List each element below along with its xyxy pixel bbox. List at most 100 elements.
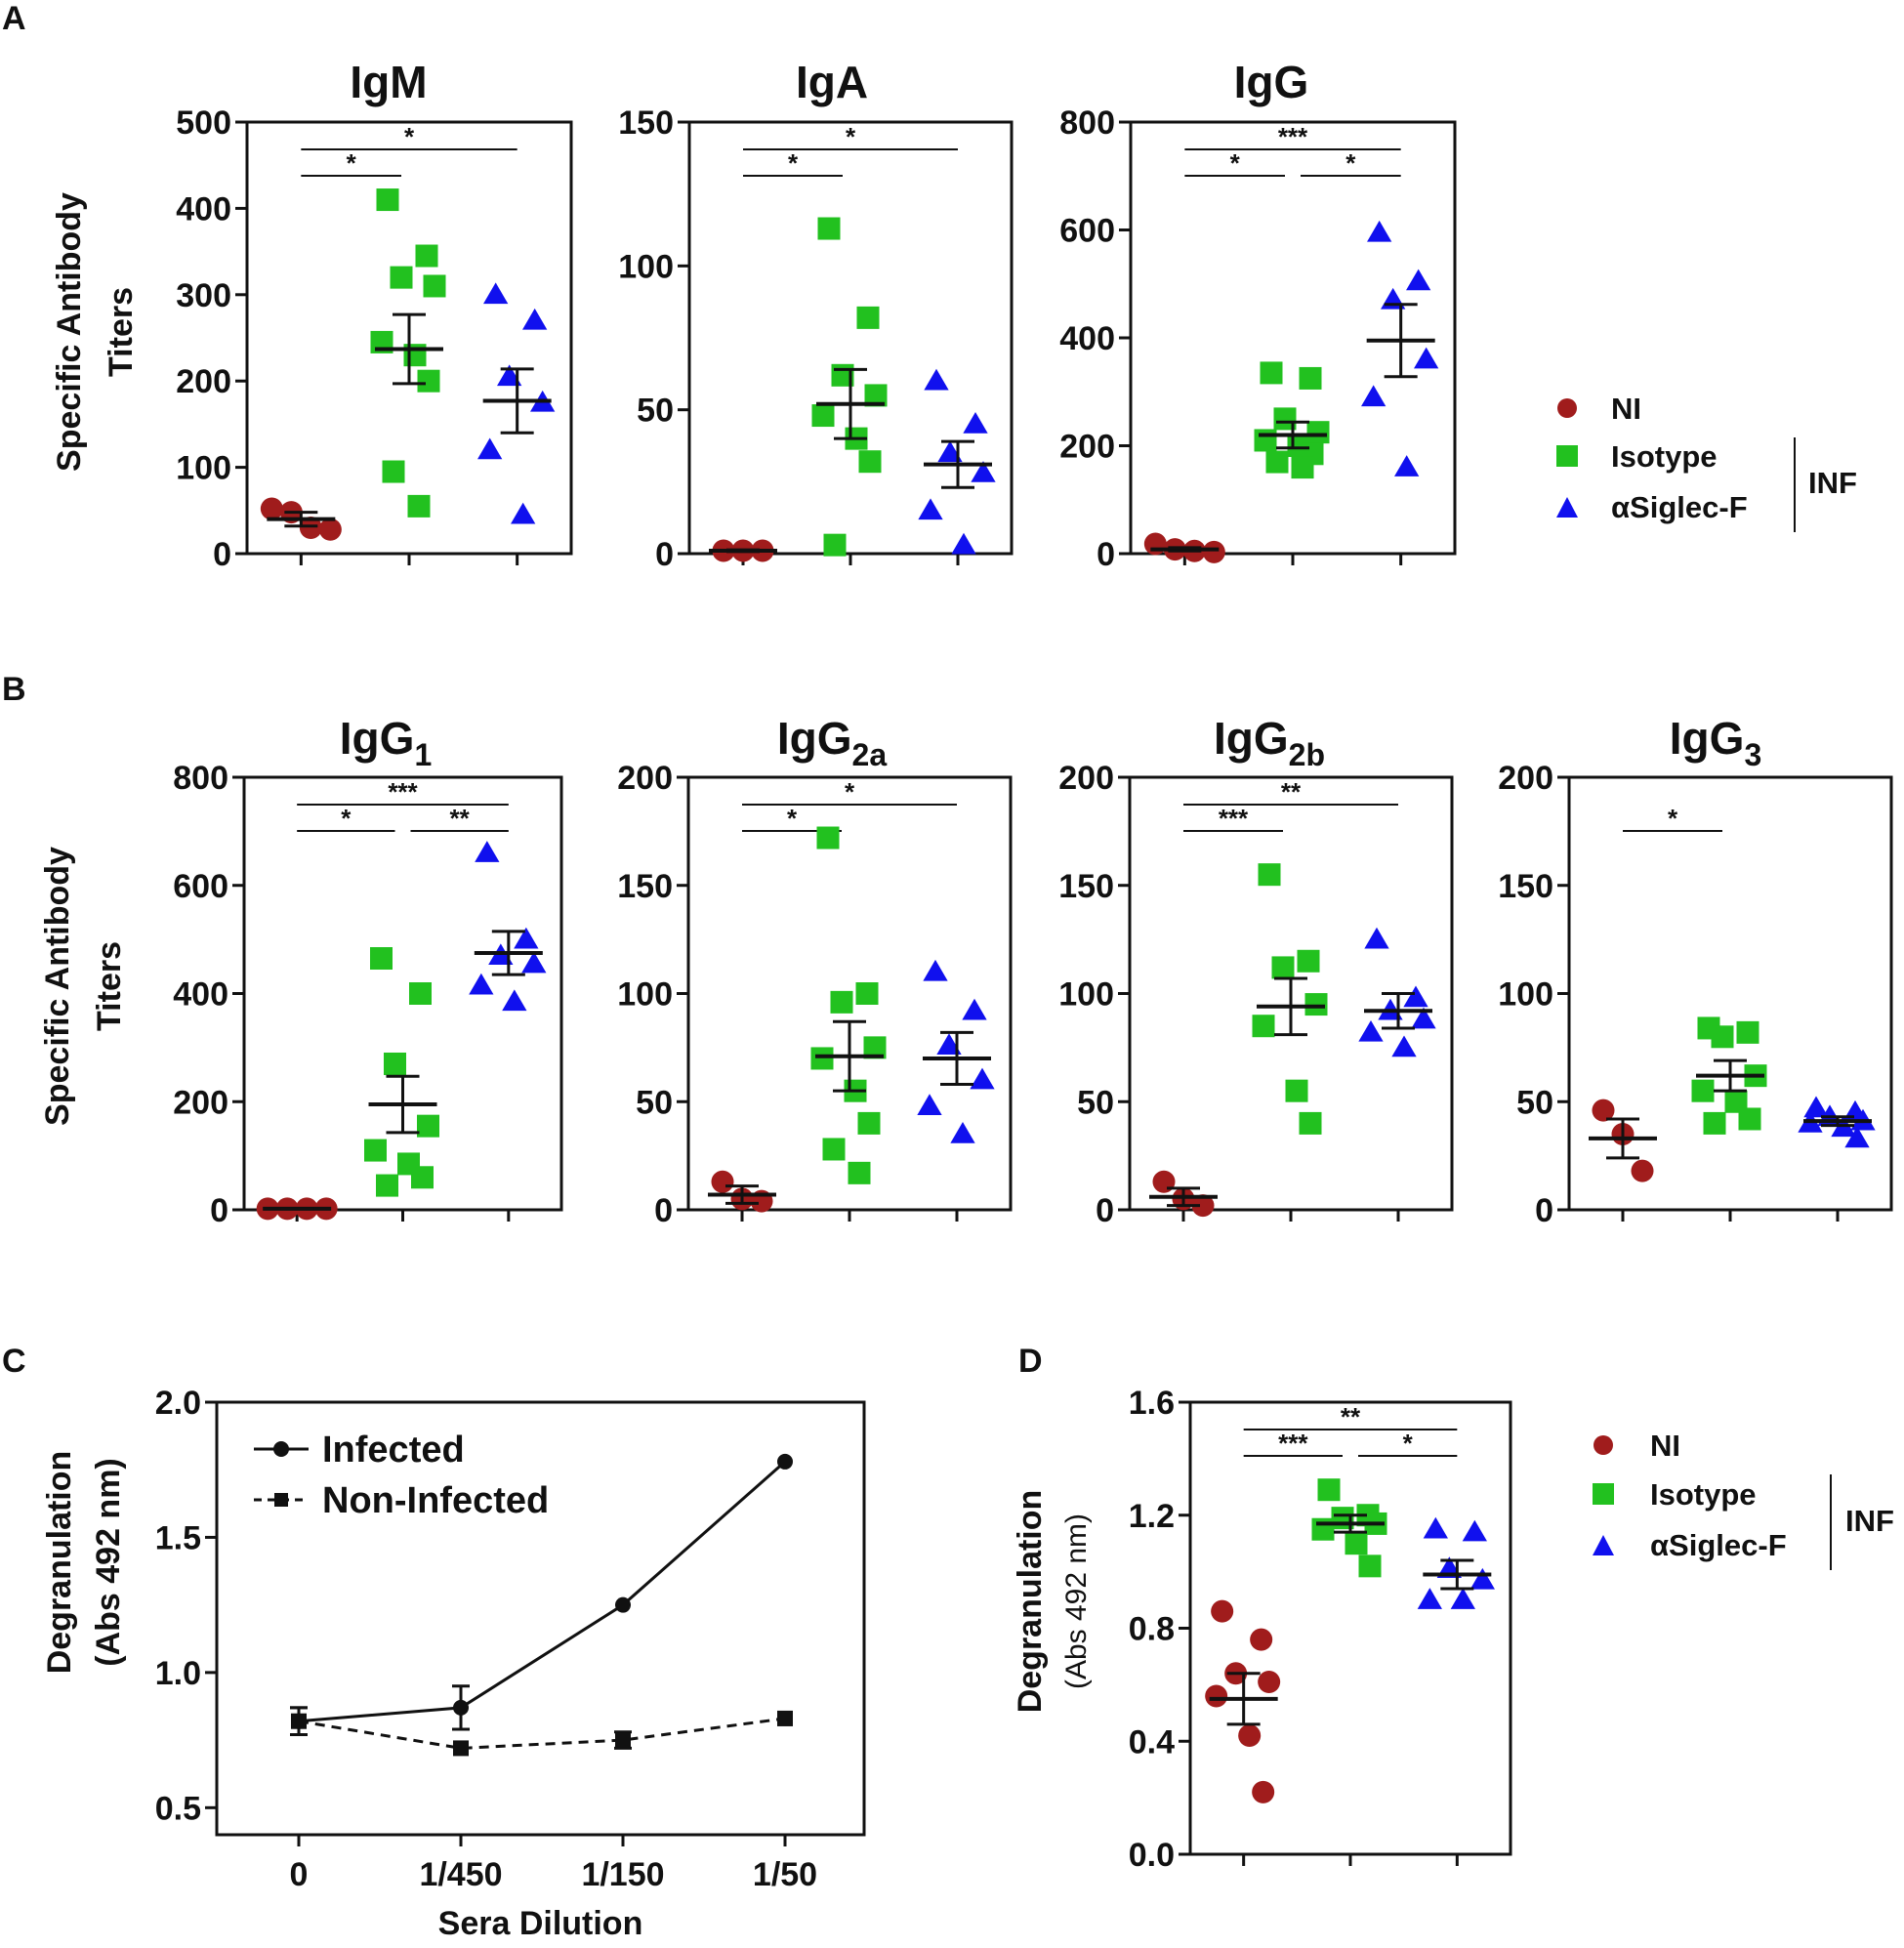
y-tick-label: 2.0 <box>155 1385 201 1422</box>
data-point <box>1258 1670 1281 1693</box>
data-point <box>962 998 987 1020</box>
data-point <box>1406 269 1431 291</box>
y-tick-label: 0.5 <box>155 1790 201 1827</box>
data-point <box>856 306 880 329</box>
group-isotype <box>364 947 439 1197</box>
data-point <box>299 516 322 539</box>
group-ni <box>708 1170 776 1213</box>
data-point <box>318 518 342 541</box>
data-point <box>1271 956 1295 979</box>
x-tick-label: 0 <box>290 1856 309 1893</box>
data-point <box>384 1052 406 1075</box>
legend-inf-label: INF <box>1845 1504 1894 1538</box>
data-point <box>777 1710 793 1726</box>
data-point <box>615 1732 631 1749</box>
y-tick-label: 1.2 <box>1129 1498 1175 1535</box>
data-point <box>1205 1684 1228 1708</box>
data-point <box>522 308 548 330</box>
group-isotype <box>370 188 446 518</box>
data-point <box>830 990 853 1014</box>
y-tick-label: 400 <box>173 976 228 1014</box>
data-point <box>407 494 431 518</box>
y-tick-label: 1.5 <box>155 1519 201 1556</box>
chart-title-main: IgG <box>1670 713 1745 764</box>
group-asiglecf <box>1417 1516 1495 1609</box>
data-point <box>1411 1007 1436 1029</box>
data-point <box>848 1161 871 1184</box>
legend-label-isotype: Isotype <box>1650 1477 1757 1512</box>
data-point <box>816 826 840 850</box>
legend-label-asiglecf: αSiglec-F <box>1650 1528 1787 1562</box>
data-point <box>1238 1723 1262 1747</box>
data-point <box>1462 1519 1487 1542</box>
significance-label: * <box>1345 148 1356 178</box>
data-point <box>1299 1111 1322 1135</box>
legend-marker-ni <box>1557 398 1577 418</box>
data-point <box>963 411 988 434</box>
data-point <box>863 1036 887 1059</box>
y-tick-label: 150 <box>617 868 673 905</box>
y-axis-label-line1: Specific Antibody <box>39 847 76 1126</box>
y-tick-label: 150 <box>618 104 674 142</box>
chart-title-main: IgG <box>1234 57 1309 107</box>
significance-label: * <box>341 804 352 833</box>
data-point <box>1291 456 1314 479</box>
y-tick-label: 500 <box>176 104 231 142</box>
data-point <box>453 1699 469 1716</box>
data-point <box>483 282 509 305</box>
group-asiglecf <box>917 959 995 1143</box>
significance-label: * <box>788 148 799 178</box>
significance-label: * <box>787 804 798 833</box>
significance-label: * <box>347 148 357 178</box>
data-point <box>1358 1019 1384 1042</box>
data-point <box>1265 450 1289 474</box>
data-point <box>423 274 446 298</box>
data-point <box>497 364 522 387</box>
data-point <box>475 841 500 862</box>
panel-label-b: B <box>2 671 26 708</box>
series-non-infected <box>290 1706 793 1757</box>
data-point <box>364 1139 387 1162</box>
chart-title-main: IgG <box>777 713 852 764</box>
data-point <box>777 1453 793 1470</box>
data-point <box>1364 927 1389 949</box>
data-point <box>711 1170 734 1193</box>
y-axis-label-c: Degranulation (Abs 492 nm) <box>41 1451 127 1675</box>
data-point <box>1844 1126 1870 1148</box>
data-point <box>1143 532 1167 556</box>
chart-title: IgG1 <box>340 713 432 772</box>
legend-label-isotype: Isotype <box>1611 439 1718 474</box>
data-point <box>950 1122 975 1143</box>
group-isotype <box>1691 1016 1767 1135</box>
data-point <box>1703 1111 1726 1135</box>
data-point <box>417 369 440 393</box>
data-point <box>511 502 536 524</box>
data-point <box>855 982 879 1005</box>
chart-title-subscript: 1 <box>414 737 432 772</box>
y-tick-label: 50 <box>637 393 674 430</box>
data-point <box>411 1166 434 1189</box>
data-point <box>409 982 432 1005</box>
data-point <box>1361 385 1387 407</box>
y-tick-label: 200 <box>173 1084 228 1121</box>
legend-label-asiglecf: αSiglec-F <box>1611 490 1748 524</box>
chart-title: IgM <box>350 57 427 107</box>
chart-igg3: IgG3 0 50 100 150 200 * <box>1498 713 1893 1229</box>
y-tick-label: 100 <box>176 450 231 487</box>
y-axis-label-degranulation: Degranulation <box>1012 1490 1049 1714</box>
significance-label: * <box>404 122 415 151</box>
significance-label: * <box>1668 804 1678 833</box>
legend-a: NI Isotype αSiglec-F INF <box>1556 392 1857 532</box>
y-tick-label: 600 <box>1059 213 1115 250</box>
legend-label-ni: NI <box>1650 1429 1680 1463</box>
chart-title-subscript: 2b <box>1289 737 1325 772</box>
chart-title: IgG <box>1234 57 1309 107</box>
data-point <box>376 188 399 212</box>
chart-igm: IgM 0 100 200 300 400 500 * * <box>176 57 573 573</box>
y-tick-label: 400 <box>1059 320 1115 357</box>
data-point <box>1202 540 1225 563</box>
chart-title: IgG3 <box>1670 713 1761 772</box>
